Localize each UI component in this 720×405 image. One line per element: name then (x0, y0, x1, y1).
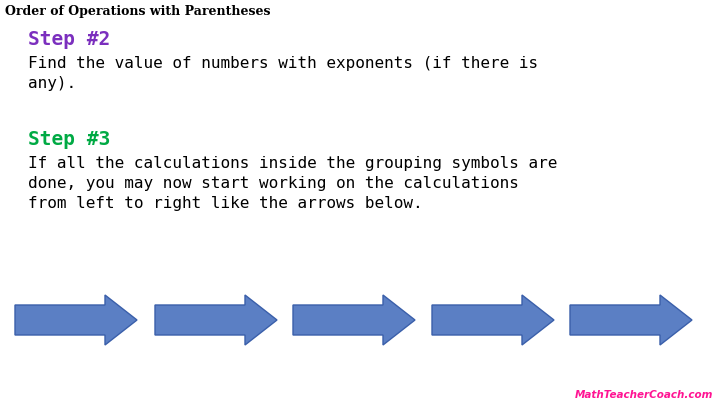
Text: MathTeacherCoach.com: MathTeacherCoach.com (575, 390, 713, 400)
Polygon shape (570, 295, 692, 345)
Polygon shape (155, 295, 277, 345)
Text: Find the value of numbers with exponents (if there is
any).: Find the value of numbers with exponents… (28, 56, 538, 91)
Polygon shape (293, 295, 415, 345)
Polygon shape (15, 295, 137, 345)
Text: Step #3: Step #3 (28, 130, 110, 149)
Text: Order of Operations with Parentheses: Order of Operations with Parentheses (5, 5, 271, 18)
Text: Step #2: Step #2 (28, 30, 110, 49)
Polygon shape (432, 295, 554, 345)
Text: If all the calculations inside the grouping symbols are
done, you may now start : If all the calculations inside the group… (28, 156, 557, 211)
